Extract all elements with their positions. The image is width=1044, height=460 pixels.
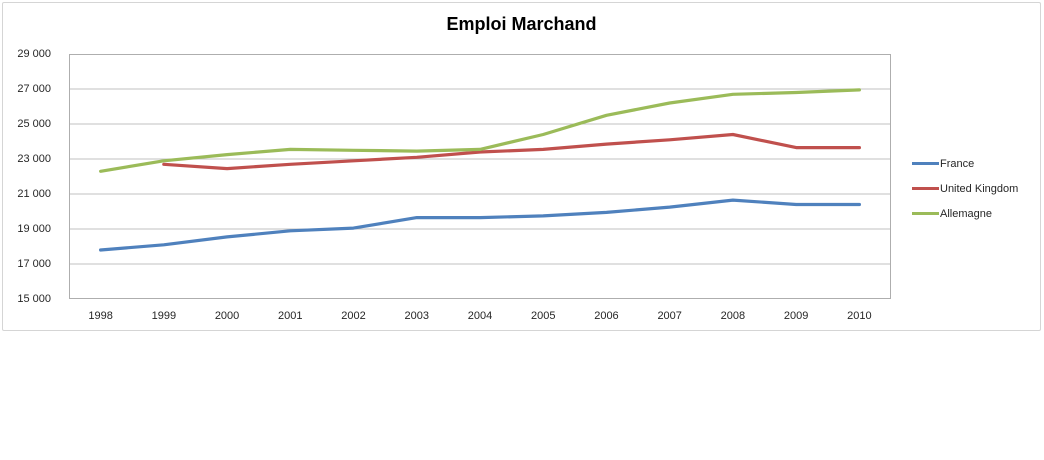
x-tick-label: 2005 [530, 310, 556, 322]
legend-item-united-kingdom[interactable]: United Kingdom [912, 176, 1018, 201]
chart-frame: Emploi Marchand 15 000 17 000 19 000 21 000… [2, 2, 1041, 331]
x-tick-label: 1998 [88, 310, 113, 322]
y-tick-label: 21 000 [17, 188, 51, 200]
y-tick-label: 29 000 [17, 48, 51, 60]
x-tick-label: 2010 [847, 310, 872, 322]
legend-line-icon [912, 187, 939, 190]
series-line-france[interactable] [99, 198, 862, 252]
y-tick-label: 15 000 [17, 293, 51, 305]
y-tick-label: 27 000 [17, 83, 51, 95]
x-tick-label: 2007 [657, 310, 682, 322]
legend-line-icon [912, 162, 939, 165]
legend-label: Allemagne [940, 207, 992, 220]
plot-area[interactable] [69, 54, 891, 299]
legend-label: United Kingdom [940, 182, 1019, 195]
y-tick-label: 19 000 [17, 223, 51, 235]
x-tick-label: 2003 [404, 310, 429, 322]
x-tick-label: 2008 [720, 310, 746, 322]
x-tick-label: 2004 [467, 310, 493, 322]
y-tick-label: 25 000 [17, 118, 51, 130]
y-tick-label: 23 000 [17, 153, 51, 165]
series-line-allemagne[interactable] [99, 88, 862, 173]
y-tick-label: 17 000 [17, 258, 51, 270]
series-line-united-kingdom[interactable] [162, 132, 862, 171]
legend-item-france[interactable]: France [912, 151, 1018, 176]
legend-item-allemagne[interactable]: Allemagne [912, 201, 1018, 226]
x-tick-label: 2009 [783, 310, 809, 322]
legend-label: France [940, 157, 975, 170]
plot-border [69, 54, 891, 299]
legend[interactable]: France United Kingdom Allemagne [912, 151, 1018, 226]
x-tick-label: 1999 [151, 310, 177, 322]
x-tick-label: 2000 [214, 310, 240, 322]
legend-line-icon [912, 212, 939, 215]
chart-title[interactable]: Emploi Marchand [446, 14, 597, 34]
x-tick-label: 2006 [594, 310, 619, 322]
x-tick-label: 2001 [278, 310, 303, 322]
x-tick-label: 2002 [341, 310, 366, 322]
